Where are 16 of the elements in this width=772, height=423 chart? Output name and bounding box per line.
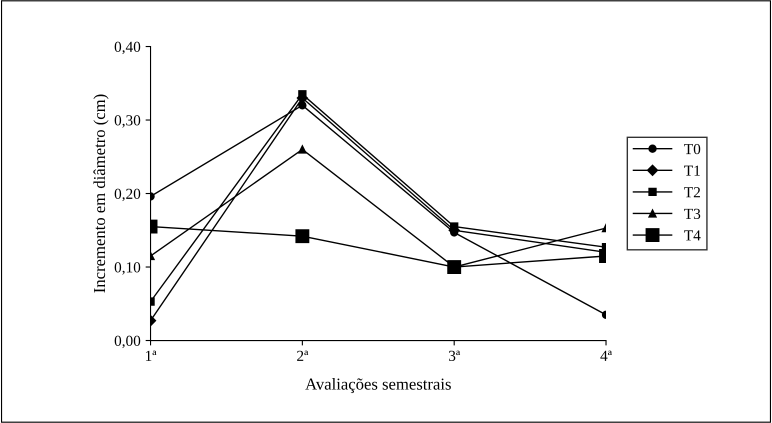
y-axis-title: Incremento em diâmetro (cm) [93, 94, 109, 293]
legend-label: T1 [684, 166, 700, 176]
legend-label: T3 [684, 208, 700, 219]
x-tick-label: 3ª [448, 350, 460, 361]
legend-label: T0 [684, 144, 700, 154]
y-tick-label: 0,40 [114, 42, 140, 54]
y-tick-label: 0,30 [114, 115, 140, 128]
y-tick-label: 0,20 [114, 188, 140, 202]
x-tick-label: 4ª [600, 350, 612, 361]
legend-label: T2 [684, 187, 700, 198]
x-axis-title: Avaliações semestrais [305, 378, 451, 394]
x-tick-label: 1ª [146, 350, 156, 361]
y-tick-label: 0,10 [114, 262, 140, 275]
y-tick-label: 0,00 [114, 336, 140, 348]
legend-label: T4 [684, 230, 701, 240]
x-tick-label: 2ª [297, 350, 308, 361]
